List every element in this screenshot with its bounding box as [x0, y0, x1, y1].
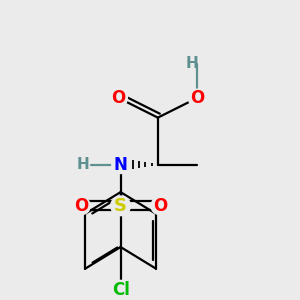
Text: Cl: Cl: [112, 281, 130, 299]
Text: S: S: [114, 197, 127, 215]
Text: O: O: [190, 89, 204, 107]
Circle shape: [110, 89, 128, 107]
Circle shape: [111, 196, 130, 216]
Text: N: N: [114, 156, 128, 174]
Circle shape: [188, 89, 206, 107]
Text: O: O: [112, 89, 126, 107]
Text: H: H: [76, 157, 89, 172]
Circle shape: [112, 156, 129, 173]
Circle shape: [73, 197, 90, 215]
Text: O: O: [74, 197, 88, 215]
Text: O: O: [153, 197, 167, 215]
Circle shape: [151, 197, 169, 215]
Circle shape: [111, 280, 130, 300]
Text: H: H: [186, 56, 199, 71]
